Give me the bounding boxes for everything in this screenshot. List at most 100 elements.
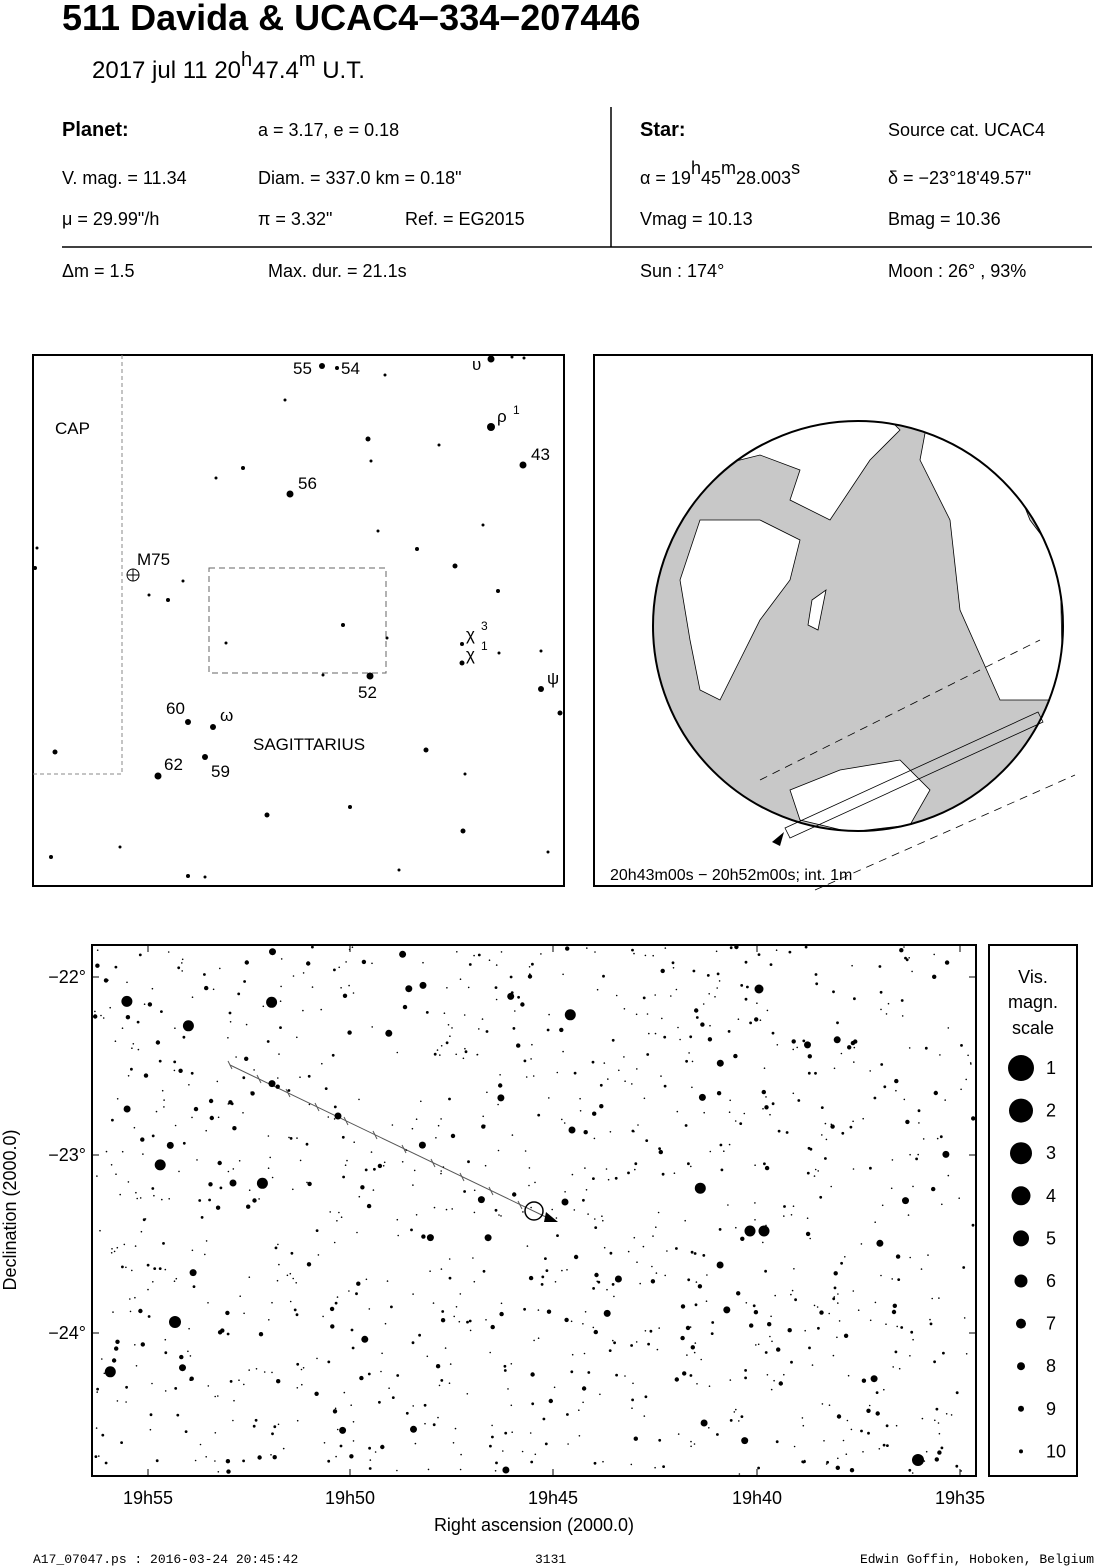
star — [554, 1281, 557, 1283]
star — [132, 1043, 135, 1045]
star — [147, 1002, 153, 1007]
star — [825, 1463, 828, 1465]
star — [271, 1371, 273, 1374]
star — [525, 1076, 528, 1078]
star — [744, 1369, 747, 1372]
star — [321, 673, 325, 677]
star — [341, 623, 345, 627]
star — [369, 1459, 372, 1461]
star — [642, 1245, 645, 1248]
star — [511, 1431, 513, 1433]
star — [739, 1122, 743, 1125]
star — [749, 1323, 754, 1328]
info-text: Source cat. UCAC4 — [888, 120, 1045, 140]
star — [696, 1383, 698, 1385]
star — [573, 1071, 577, 1075]
star — [814, 1168, 817, 1171]
shadow-path — [784, 711, 1044, 839]
star — [174, 1387, 178, 1390]
star — [520, 1002, 525, 1007]
star — [307, 1074, 311, 1078]
star — [103, 978, 109, 983]
star — [273, 1425, 277, 1429]
star — [452, 1442, 455, 1444]
star — [821, 1403, 824, 1405]
star — [564, 1317, 569, 1323]
star — [769, 963, 773, 966]
star — [258, 1332, 264, 1337]
star — [258, 1198, 260, 1200]
star — [410, 1228, 413, 1232]
track-tick — [517, 1200, 523, 1210]
star — [631, 1083, 633, 1085]
star — [464, 1050, 468, 1054]
star — [438, 1384, 441, 1387]
star — [116, 1246, 119, 1249]
star — [333, 1118, 336, 1120]
star — [135, 1191, 137, 1194]
star — [496, 589, 500, 593]
star — [500, 951, 503, 953]
star — [365, 436, 371, 442]
star — [813, 1304, 816, 1307]
star-label: ρ — [497, 407, 507, 426]
star — [280, 985, 282, 988]
star — [382, 1165, 385, 1167]
star — [396, 1469, 398, 1472]
star — [415, 547, 419, 551]
star — [366, 1203, 372, 1209]
star — [907, 1214, 910, 1216]
track-tick — [401, 1144, 407, 1154]
scale-dot — [1013, 1230, 1029, 1247]
star — [181, 579, 185, 583]
star — [970, 1063, 972, 1065]
star — [228, 1011, 232, 1015]
star — [844, 1256, 846, 1258]
star — [607, 1078, 609, 1080]
star — [352, 992, 355, 994]
star — [198, 1199, 202, 1202]
star — [334, 1407, 337, 1410]
star — [749, 1021, 752, 1025]
star — [380, 1444, 385, 1450]
star — [203, 973, 206, 976]
star — [336, 1220, 338, 1222]
star — [631, 948, 634, 952]
star — [897, 1278, 901, 1281]
star — [581, 1386, 587, 1391]
star — [531, 962, 534, 966]
star — [134, 1344, 136, 1346]
star — [119, 1193, 121, 1196]
star — [245, 1023, 248, 1026]
star — [602, 1219, 604, 1222]
footer-number: 3131 — [535, 1552, 566, 1567]
star — [695, 1016, 699, 1019]
star — [217, 1160, 222, 1166]
star — [601, 1215, 603, 1217]
star — [817, 1170, 819, 1172]
star — [96, 949, 99, 951]
star — [862, 1451, 864, 1453]
star — [181, 970, 183, 972]
star — [225, 1310, 230, 1316]
star — [852, 1168, 855, 1170]
star — [140, 1137, 145, 1142]
star — [449, 1035, 451, 1037]
star — [115, 1173, 117, 1175]
star — [642, 996, 646, 1000]
star — [411, 1127, 414, 1130]
star — [771, 1340, 773, 1343]
star — [597, 1280, 601, 1284]
star — [879, 990, 883, 994]
star — [142, 1218, 146, 1222]
star — [740, 1236, 745, 1242]
star — [655, 1226, 657, 1228]
star — [460, 828, 466, 834]
star — [204, 1253, 206, 1256]
star — [561, 1269, 563, 1272]
star — [700, 1419, 708, 1427]
star — [762, 1108, 764, 1110]
frame — [91, 944, 977, 1477]
star — [266, 1040, 270, 1043]
star — [870, 1375, 878, 1383]
